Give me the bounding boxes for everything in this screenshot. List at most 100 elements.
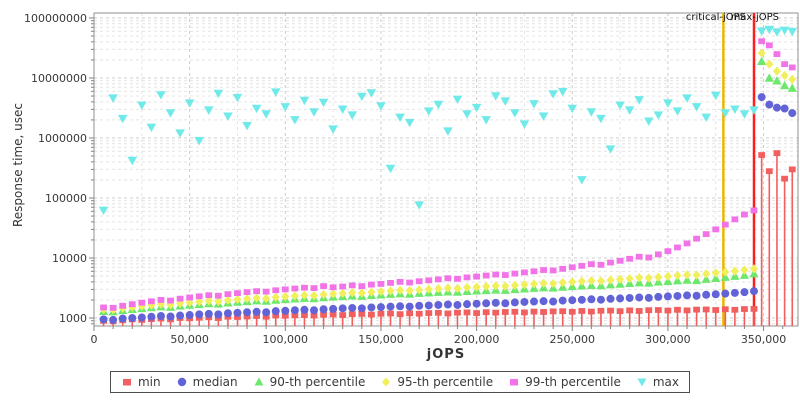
data-point-99-th [741, 211, 748, 218]
data-point-median [214, 310, 223, 319]
data-point-max [749, 106, 759, 115]
data-point-99-th [568, 264, 576, 271]
data-point-95-th [185, 297, 194, 308]
data-point-median [319, 305, 328, 314]
data-point-min [272, 312, 280, 319]
data-point-median [128, 314, 137, 323]
data-point-99-th [635, 253, 643, 260]
data-point-median [99, 315, 108, 324]
data-point-max [557, 87, 568, 97]
data-point-min [530, 308, 538, 315]
data-point-99-th [587, 261, 595, 268]
legend-label: median [192, 375, 238, 389]
95-th-marker-icon [382, 377, 391, 387]
data-point-99-th [501, 272, 509, 278]
data-point-95-th [558, 277, 567, 288]
data-point-95-th [673, 270, 682, 281]
data-point-min [367, 311, 375, 318]
data-point-min [765, 168, 773, 175]
data-point-99-th [186, 294, 194, 301]
data-point-99-th [262, 288, 270, 295]
legend-label: max [652, 375, 680, 389]
data-point-min [281, 312, 289, 319]
data-point-95-th [530, 279, 538, 289]
data-point-median [549, 297, 558, 306]
legend-label: min [137, 375, 161, 389]
data-point-95-th [750, 264, 758, 274]
data-point-95-th [357, 288, 366, 298]
data-point-median [663, 292, 672, 301]
data-point-99-th [765, 42, 773, 49]
data-point-90-th [772, 76, 782, 85]
data-point-max [481, 116, 491, 125]
data-point-95-th [415, 285, 424, 295]
data-point-max [328, 125, 338, 134]
data-point-median [118, 314, 127, 323]
legend-label: 99-th percentile [525, 375, 621, 389]
data-point-max [213, 89, 224, 99]
data-point-min [626, 307, 634, 314]
data-point-90-th [739, 270, 750, 279]
data-point-median [757, 93, 766, 102]
data-point-95-th [443, 283, 452, 293]
data-point-min [731, 306, 739, 313]
data-point-99-th [597, 261, 605, 268]
data-point-min [758, 152, 766, 158]
data-point-min [635, 308, 643, 314]
data-point-max [337, 105, 348, 114]
data-point-median [271, 307, 280, 316]
data-point-max [779, 26, 790, 36]
data-point-99-th [540, 267, 547, 273]
data-point-95-th [424, 284, 433, 294]
data-point-99-th [511, 270, 519, 277]
data-point-median [530, 297, 538, 306]
data-point-median [329, 304, 338, 313]
data-point-median [367, 303, 376, 312]
data-point-95-th [463, 282, 472, 293]
data-point-max [529, 100, 539, 109]
data-point-max [471, 103, 482, 113]
data-point-max [596, 114, 606, 124]
data-point-99-th [454, 275, 461, 282]
data-point-95-th [386, 286, 395, 296]
data-point-median [702, 290, 711, 299]
plot-border [93, 12, 799, 327]
data-point-median [405, 302, 414, 311]
data-point-99-th [607, 259, 614, 266]
data-point-95-th [367, 287, 376, 297]
data-point-99-th [721, 221, 729, 228]
y-tick-label: 1000 [59, 312, 87, 325]
data-point-95-th [453, 283, 462, 293]
data-point-99-th [310, 285, 318, 292]
chart-legend: min median 90-th percentile 95-th percentil… [109, 371, 691, 393]
max-marker-shape [637, 378, 647, 387]
data-point-99-th [138, 299, 146, 306]
data-point-max [682, 94, 692, 103]
data-point-max [137, 101, 147, 110]
data-point-95-th [663, 271, 672, 281]
data-point-median [166, 312, 175, 321]
data-point-max [462, 110, 472, 119]
data-point-95-th [195, 297, 204, 307]
legend-label: 90-th percentile [269, 375, 366, 389]
data-point-95-th [262, 293, 271, 304]
data-point-max [376, 102, 386, 111]
data-point-95-th [568, 277, 577, 287]
data-point-max [165, 109, 176, 118]
data-point-max [98, 206, 109, 216]
data-point-95-th [654, 272, 663, 282]
data-point-90-th [682, 275, 692, 284]
data-point-max [423, 107, 434, 116]
data-point-min [396, 311, 404, 318]
data-point-99-th [272, 287, 280, 294]
data-point-max [634, 96, 645, 105]
x-tick-label: 250,000 [550, 333, 596, 346]
data-point-median [616, 294, 625, 303]
data-point-median [577, 295, 586, 304]
data-point-max [701, 113, 711, 123]
x-tick-label: 50,000 [170, 333, 209, 346]
data-point-99-th [214, 292, 222, 299]
data-point-99-th [492, 271, 500, 278]
data-point-95-th [520, 280, 529, 290]
95-th-marker-shape [382, 377, 391, 387]
